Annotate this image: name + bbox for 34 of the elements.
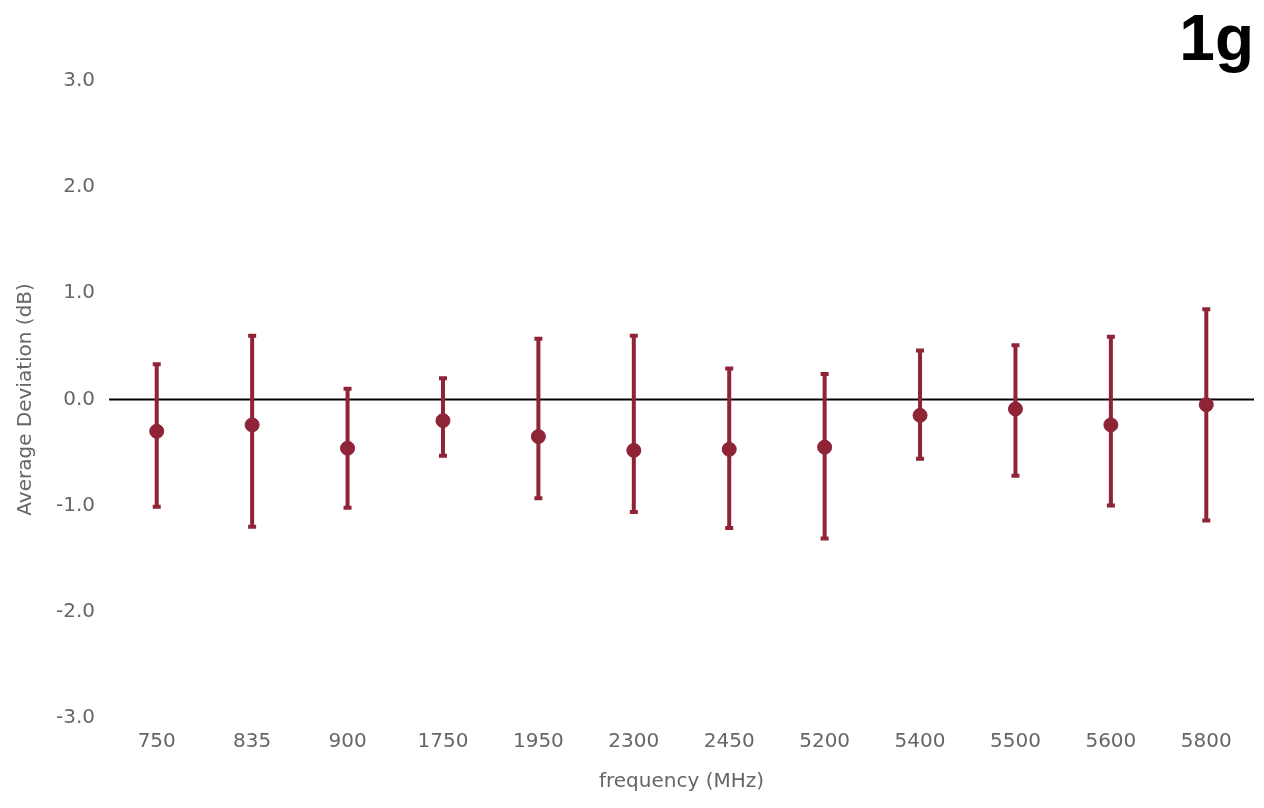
x-tick-label: 2450 (703, 728, 755, 753)
x-tick-label: 900 (328, 728, 367, 753)
point (626, 442, 642, 458)
x-tick-label: 5500 (990, 728, 1041, 753)
point (435, 413, 451, 429)
point (1007, 401, 1023, 417)
point (340, 440, 356, 456)
x-tick-label: 1750 (417, 728, 469, 753)
point (721, 441, 737, 457)
y-tick-label: -1.0 (55, 491, 96, 516)
y-tick-label: -3.0 (55, 704, 96, 729)
point (817, 439, 833, 455)
x-tick-label: 5600 (1085, 728, 1137, 753)
point (1198, 397, 1214, 413)
y-tick-label: 2.0 (63, 173, 96, 198)
point (1103, 417, 1119, 433)
x-tick-label: 1950 (512, 728, 564, 753)
y-tick-label: 3.0 (63, 67, 96, 91)
point (244, 417, 260, 433)
y-axis-title: Average Deviation (dB) (12, 283, 37, 516)
x-tick-label: 835 (233, 728, 272, 753)
point (149, 423, 165, 439)
x-tick-label: 750 (137, 728, 176, 753)
x-tick-label: 2300 (608, 728, 660, 753)
y-tick-label: -2.0 (55, 598, 96, 622)
point (912, 407, 928, 423)
x-tick-label: 5200 (799, 728, 851, 753)
y-tick-label: 1.0 (63, 279, 96, 304)
point (530, 429, 546, 445)
x-axis-title: frequency (MHz) (598, 768, 765, 793)
y-tick-label: 0.0 (63, 385, 96, 410)
chart-title: 1g (1179, 2, 1254, 75)
x-tick-label: 5800 (1180, 728, 1232, 753)
x-tick-label: 5400 (894, 728, 946, 753)
